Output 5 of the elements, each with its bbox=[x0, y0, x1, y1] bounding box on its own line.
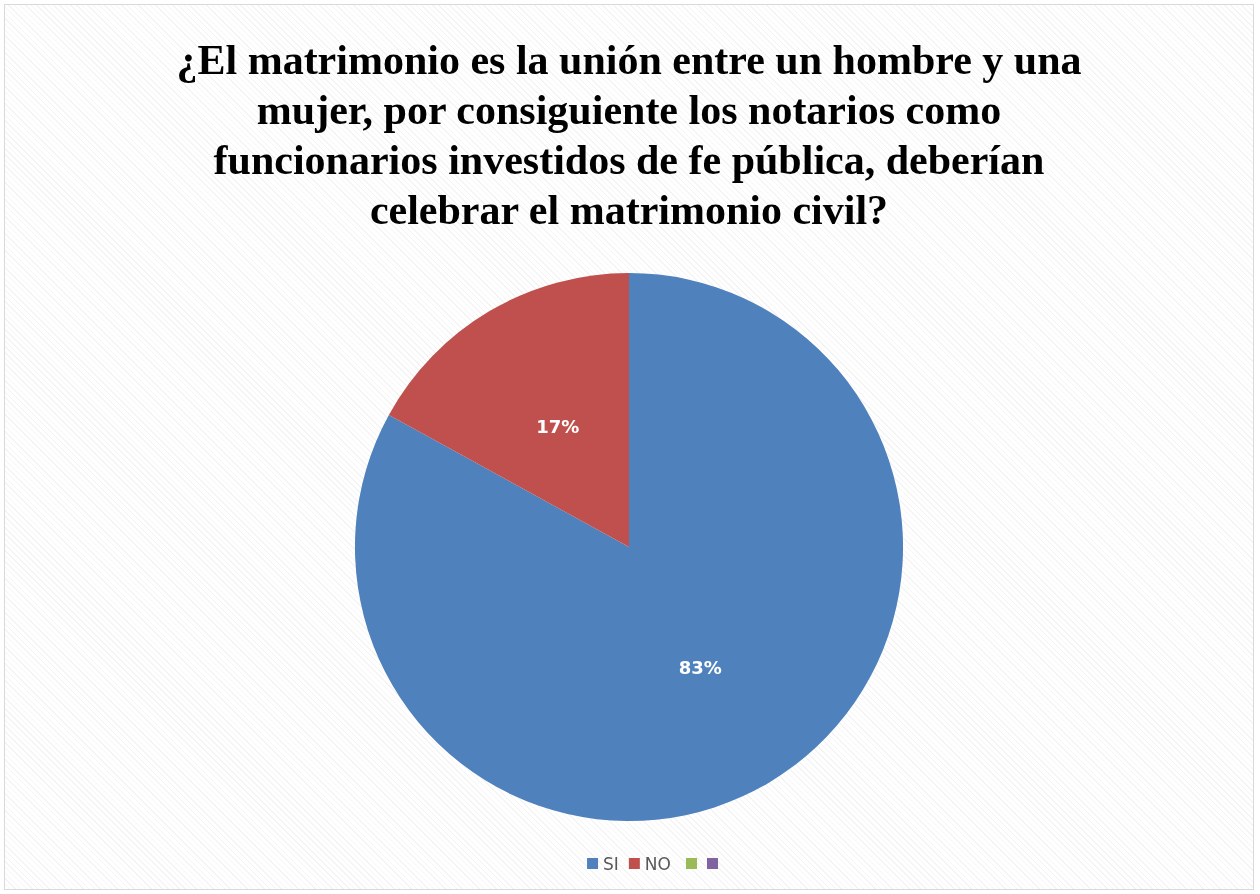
legend-label: NO bbox=[644, 853, 671, 874]
data-label: 17% bbox=[536, 415, 580, 437]
data-label: 83% bbox=[678, 657, 722, 679]
legend-label: SI bbox=[603, 853, 619, 874]
chart-title: ¿El matrimonio es la unión entre un hombre y una mujer, por consiguiente los notarios como funcionarios investidos de fe pública, deberían celebrar el matrimonio civil? bbox=[175, 36, 1083, 235]
